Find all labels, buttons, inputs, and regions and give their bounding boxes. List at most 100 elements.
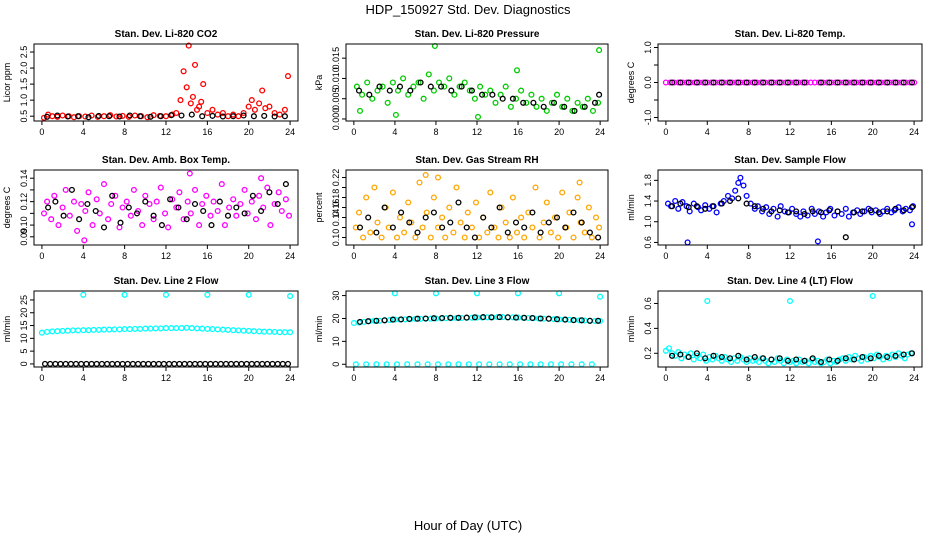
data-point (595, 99, 602, 106)
data-point (427, 83, 434, 90)
data-point (518, 87, 525, 94)
data-point (131, 112, 139, 119)
data-point (455, 314, 462, 321)
data-point (178, 112, 185, 119)
data-point (104, 360, 111, 367)
data-point (793, 360, 800, 367)
data-point (233, 204, 240, 211)
data-point (492, 99, 499, 106)
data-point (88, 360, 95, 367)
data-point (131, 325, 139, 332)
data-point (496, 204, 503, 211)
data-point (59, 112, 66, 119)
data-point (150, 112, 157, 119)
x-tick-label: 12 (161, 373, 171, 383)
y-tick-label: 0.2 (643, 347, 653, 360)
data-point (183, 84, 190, 91)
data-point (165, 224, 172, 231)
data-point (198, 98, 205, 105)
x-tick-label: 4 (81, 127, 86, 137)
data-point (465, 361, 472, 368)
data-point (892, 79, 899, 86)
data-point (85, 327, 92, 334)
x-tick-label: 12 (785, 127, 795, 137)
data-point (248, 198, 255, 205)
data-point (267, 222, 274, 229)
data-point (513, 229, 521, 236)
data-point (186, 170, 193, 177)
data-point (109, 192, 116, 199)
data-point (793, 79, 800, 86)
data-point (139, 222, 146, 229)
data-point (675, 205, 682, 212)
y-tick-label: 2.5 (19, 46, 29, 59)
data-point (482, 91, 489, 98)
data-point (726, 355, 734, 362)
data-point (147, 325, 154, 332)
data-point (434, 361, 442, 368)
data-point (147, 113, 154, 120)
data-point (498, 204, 505, 211)
data-point (466, 87, 473, 94)
data-point (142, 192, 149, 199)
data-point (183, 324, 190, 331)
x-tick-label: 0 (663, 127, 668, 137)
data-point (591, 99, 599, 106)
data-point (68, 186, 75, 193)
x-tick-label: 12 (161, 251, 171, 261)
data-point (760, 79, 767, 86)
data-point (173, 204, 180, 211)
data-point (842, 205, 849, 212)
data-point (199, 200, 206, 208)
data-point (695, 79, 703, 86)
data-point (422, 315, 429, 322)
data-point (155, 360, 162, 367)
data-point (842, 357, 849, 364)
data-point (258, 207, 265, 215)
x-tick-label: 8 (433, 127, 438, 137)
data-point (185, 42, 192, 49)
data-point (181, 360, 188, 367)
data-point (712, 79, 719, 86)
data-point (786, 297, 794, 305)
data-point (523, 99, 530, 106)
data-point (407, 87, 414, 94)
data-point (64, 327, 71, 334)
x-tick-label: 20 (554, 127, 564, 137)
data-point (219, 113, 226, 120)
data-point (553, 316, 561, 323)
page-title: HDP_150927 Std. Dev. Diagnostics (365, 2, 571, 17)
data-point (477, 83, 484, 90)
data-point (540, 219, 547, 226)
data-point (422, 171, 429, 179)
data-point (40, 114, 48, 121)
data-point (765, 360, 772, 367)
data-point (243, 360, 250, 367)
data-point (877, 79, 885, 86)
data-point (55, 222, 62, 229)
panel-title: Stan. Dev. Li-820 CO2 (115, 29, 218, 40)
data-point (80, 291, 87, 298)
data-point (826, 356, 833, 363)
data-point (275, 189, 282, 196)
data-point (240, 109, 247, 117)
x-tick-label: 16 (826, 373, 836, 383)
data-point (235, 327, 242, 334)
x-tick-label: 16 (826, 127, 836, 137)
y-axis-label: ml/min (626, 194, 636, 221)
data-point (111, 326, 118, 333)
data-point (266, 189, 273, 196)
data-point (374, 219, 381, 226)
data-point (204, 109, 211, 117)
data-point (741, 79, 748, 86)
data-point (383, 361, 390, 368)
data-point (40, 210, 48, 217)
data-point (858, 357, 865, 364)
series-2 (45, 181, 289, 231)
data-point (419, 224, 426, 231)
data-point (222, 360, 230, 367)
data-point (884, 205, 891, 212)
data-point (875, 79, 882, 86)
data-point (261, 328, 268, 335)
x-tick-label: 24 (595, 127, 605, 137)
